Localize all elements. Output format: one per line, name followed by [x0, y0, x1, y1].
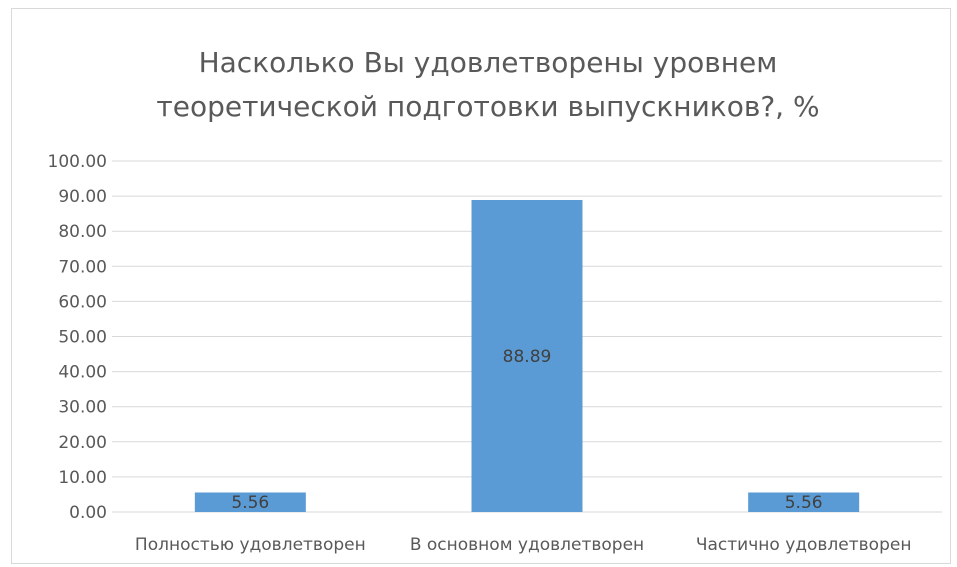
category-label: В основном удовлетворен [410, 535, 644, 555]
data-labels: 5.56 88.89 5.56 [231, 347, 822, 513]
bars [194, 199, 860, 512]
chart-title-line-1: Насколько Вы удовлетворены уровнем [199, 46, 778, 79]
data-label: 88.89 [503, 347, 552, 367]
bar [471, 199, 583, 512]
x-axis-categories: Полностью удовлетворен В основном удовлет… [135, 535, 912, 555]
y-tick-label: 90.00 [58, 187, 107, 207]
y-tick-label: 100.00 [48, 152, 107, 172]
y-tick-label: 50.00 [58, 328, 107, 348]
data-label: 5.56 [231, 493, 269, 513]
category-label: Полностью удовлетворен [135, 535, 366, 555]
y-tick-label: 40.00 [58, 363, 107, 383]
y-axis-ticks: 0.00 10.00 20.00 30.00 40.00 50.00 60.00 70.00 8… [48, 152, 107, 523]
y-tick-label: 0.00 [69, 503, 107, 523]
chart-title: Насколько Вы удовлетворены уровнем теоре… [156, 46, 819, 123]
y-tick-label: 20.00 [58, 433, 107, 453]
y-tick-label: 30.00 [58, 398, 107, 418]
y-tick-label: 70.00 [58, 257, 107, 277]
y-tick-label: 60.00 [58, 292, 107, 312]
category-label: Частично удовлетворен [696, 535, 912, 555]
y-tick-label: 10.00 [58, 468, 107, 488]
y-tick-label: 80.00 [58, 222, 107, 242]
chart-title-line-2: теоретической подготовки выпускников?, % [156, 90, 819, 123]
bar [748, 492, 860, 512]
data-label: 5.56 [785, 493, 823, 513]
bar [194, 492, 306, 512]
